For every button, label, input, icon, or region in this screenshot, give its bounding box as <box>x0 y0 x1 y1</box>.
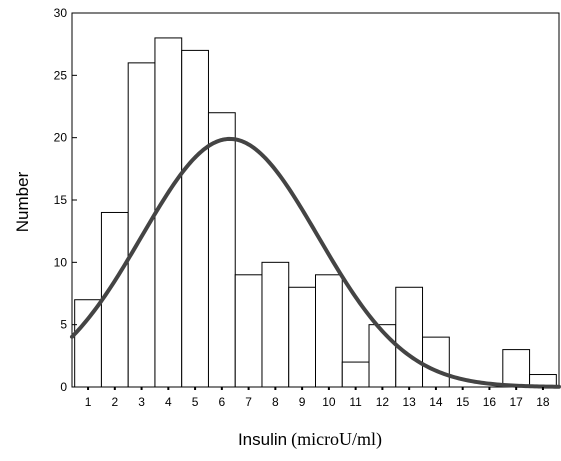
x-tick-label-1: 1 <box>85 395 92 409</box>
x-tick-label-5: 5 <box>192 395 199 409</box>
y-tick-label-20: 20 <box>54 131 68 145</box>
x-tick-label-3: 3 <box>138 395 145 409</box>
y-axis-ticks: 0 5 10 15 20 25 30 <box>54 6 77 394</box>
x-tick-label-13: 13 <box>402 395 416 409</box>
y-tick-label-5: 5 <box>60 318 67 332</box>
normal-curve <box>70 136 561 389</box>
x-tick-label-15: 15 <box>456 395 470 409</box>
y-tick-label-10: 10 <box>54 255 68 269</box>
x-tick-label-8: 8 <box>272 395 279 409</box>
x-tick-label-11: 11 <box>349 395 362 409</box>
x-tick-label-2: 2 <box>111 395 118 409</box>
x-tick-label-12: 12 <box>376 395 390 409</box>
y-axis-title: Number <box>13 171 32 232</box>
x-axis-ticks: 1 2 3 4 5 6 7 8 9 10 11 12 13 14 15 16 17 18 <box>85 387 550 409</box>
x-axis-title: Insulin (microU/ml) <box>238 429 382 450</box>
y-tick-label-30: 30 <box>54 6 68 20</box>
x-axis-title-unit: (microU/ml) <box>291 429 382 450</box>
bar-7 <box>234 274 263 388</box>
x-tick-label-6: 6 <box>219 395 226 409</box>
x-tick-label-17: 17 <box>510 395 524 409</box>
bar-11 <box>341 361 370 388</box>
x-tick-label-16: 16 <box>483 395 497 409</box>
x-tick-label-10: 10 <box>322 395 336 409</box>
y-tick-label-0: 0 <box>60 380 67 394</box>
bar-8 <box>261 261 290 388</box>
bar-3 <box>127 62 156 388</box>
x-tick-label-14: 14 <box>429 395 443 409</box>
bar-group <box>74 37 557 388</box>
y-tick-label-15: 15 <box>54 193 68 207</box>
bar-13 <box>395 286 424 388</box>
x-axis-title-main: Insulin <box>238 430 287 449</box>
bar-1 <box>74 299 102 388</box>
x-tick-label-18: 18 <box>536 395 550 409</box>
bar-14 <box>422 336 450 388</box>
bar-4 <box>154 37 183 388</box>
bar-17 <box>502 349 531 388</box>
bar-10 <box>315 274 343 388</box>
x-tick-label-9: 9 <box>299 395 306 409</box>
x-tick-label-4: 4 <box>165 395 172 409</box>
y-tick-label-25: 25 <box>54 68 68 82</box>
bar-6 <box>207 112 236 388</box>
bar-9 <box>288 286 316 388</box>
bar-5 <box>181 49 209 388</box>
x-tick-label-7: 7 <box>245 395 252 409</box>
bar-2 <box>100 211 129 388</box>
